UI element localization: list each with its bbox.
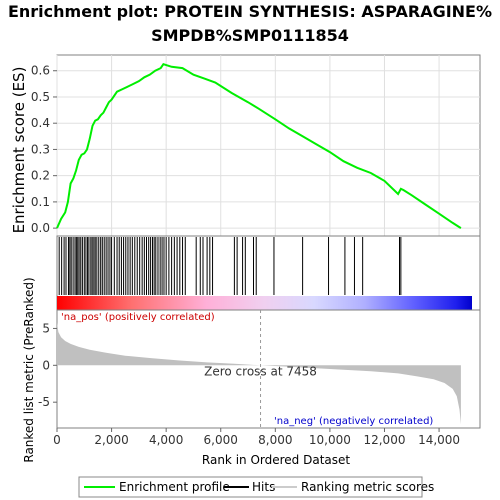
metric-ytick-label: -5 [38,395,50,409]
es-ylabel: Enrichment score (ES) [10,67,28,234]
rank-xtick-label: 0 [53,433,61,447]
es-ytick-label: 0.5 [31,90,50,104]
ranking-color-bar [57,296,472,310]
es-ytick-label: 0.1 [31,195,50,209]
rank-xtick-label: 10,000 [309,433,351,447]
chart-title-line1: Enrichment plot: PROTEIN SYNTHESIS: ASPA… [7,2,493,21]
legend-metric-label: Ranking metric scores [301,480,434,494]
legend-frame [78,476,423,498]
metric-yticks: -5 0 5 [38,321,57,409]
metric-ytick-label: 5 [42,321,50,335]
rank-xtick-label: 8,000 [258,433,292,447]
es-panel-frame [56,54,481,237]
positive-correlation-label: 'na_pos' (positively correlated) [61,312,215,323]
negative-correlation-label: 'na_neg' (negatively correlated) [274,416,433,427]
zero-cross-label: Zero cross at 7458 [204,364,317,378]
es-ytick-label: 0.3 [31,142,50,156]
chart-title-line2: SMPDB%SMP0111854 [151,26,349,45]
enrichment-profile-line [56,63,462,229]
rank-xtick-label: 4,000 [149,433,183,447]
metric-ylabel: Ranked list metric (PreRanked) [22,277,36,462]
metric-ytick-label: 0 [42,358,50,372]
rank-xticks: 0 2,000 4,000 6,000 8,000 10,000 12,000 14,000 [53,428,460,447]
es-ytick-label: 0.4 [31,116,50,130]
metric-panel: Zero cross at 7458 'na_pos' (positively … [22,277,481,467]
es-ytick-label: 0.6 [31,64,50,78]
rank-xtick-label: 14,000 [418,433,460,447]
chart-title: Enrichment plot: PROTEIN SYNTHESIS: ASPA… [0,0,500,48]
hits-panel [56,235,481,311]
rank-xtick-label: 12,000 [363,433,405,447]
legend: Enrichment profile Hits Ranking metric s… [78,476,434,498]
hit-marks [58,237,402,295]
es-ytick-label: 0.0 [31,221,50,235]
legend-enrichment-label: Enrichment profile [119,480,230,494]
es-ytick-label: 0.2 [31,169,50,183]
es-yticks: 0.0 0.1 0.2 0.3 0.4 0.5 0.6 [31,64,57,235]
rank-xtick-label: 6,000 [204,433,238,447]
rank-xtick-label: 2,000 [94,433,128,447]
es-panel: 0.0 0.1 0.2 0.3 0.4 0.5 0.6 Enrichment score (… [10,54,481,237]
rank-xlabel: Rank in Ordered Dataset [202,453,350,467]
legend-hits-label: Hits [252,480,275,494]
